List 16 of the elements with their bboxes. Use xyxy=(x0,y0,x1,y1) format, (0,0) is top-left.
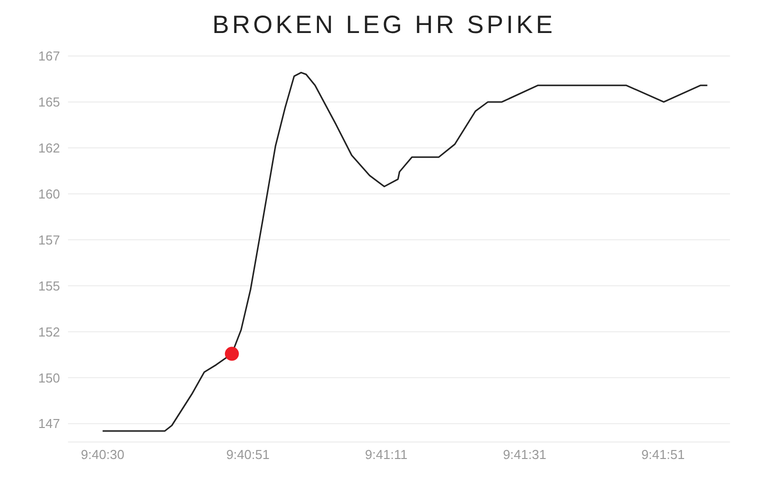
line-series xyxy=(102,72,708,432)
y-tick-label: 165 xyxy=(38,94,60,110)
y-tick-label: 160 xyxy=(38,186,60,202)
x-tick-label: 9:41:31 xyxy=(502,447,546,462)
y-tick-label: 152 xyxy=(38,324,60,340)
y-tick-label: 167 xyxy=(38,48,60,64)
y-tick-label: 157 xyxy=(38,232,60,248)
y-tick-label: 155 xyxy=(38,278,60,294)
y-tick-label: 147 xyxy=(38,416,60,432)
chart-title: BROKEN LEG HR SPIKE xyxy=(211,10,557,41)
x-tick-label: 9:41:11 xyxy=(365,447,408,462)
x-tick-label: 9:40:30 xyxy=(80,447,124,462)
x-tick-label: 9:41:51 xyxy=(641,447,685,462)
x-tick-label: 9:40:51 xyxy=(226,447,270,462)
y-tick-label: 162 xyxy=(38,140,60,156)
y-tick-label: 150 xyxy=(38,370,60,386)
